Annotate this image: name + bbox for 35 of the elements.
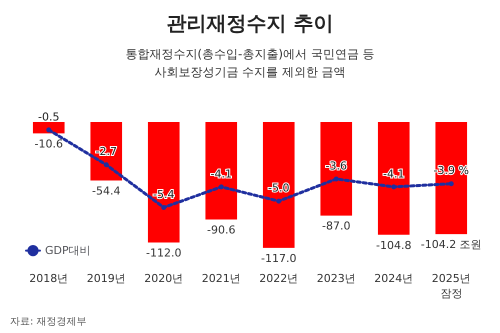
data-label: -104.8	[376, 238, 412, 252]
x-tick-label: 2018년	[29, 272, 68, 285]
point	[334, 176, 339, 182]
data-label: -117.0	[261, 252, 296, 265]
chart-subtitle: 통합재정수지(총수입-총지출)에서 국민연금 등 사회보장성기금 수지를 제외한 금액	[125, 47, 375, 79]
x-tick-label: 2019년	[86, 272, 126, 285]
data-label: -90.6	[207, 223, 236, 236]
point	[104, 162, 109, 168]
data-label: -2.7	[96, 145, 117, 158]
point	[218, 184, 224, 190]
x-tick-label: 2024년	[374, 272, 414, 285]
data-label: -10.6	[34, 137, 63, 150]
data-label: -54.4	[92, 184, 120, 198]
point	[276, 198, 282, 204]
data-label: -4.1	[210, 167, 232, 180]
data-label: -5.0	[268, 182, 290, 195]
data-label: -87.0	[322, 220, 350, 233]
data-label: -0.5	[38, 110, 60, 124]
point	[448, 181, 454, 186]
point	[46, 127, 52, 132]
x-tick-label: 2020년	[144, 272, 184, 285]
text: 자료: 재정경제부	[10, 316, 87, 328]
x-tick-label: 2022년	[259, 272, 298, 285]
x-tick-label: 2021년	[202, 272, 241, 285]
point	[161, 204, 166, 210]
legend-label: GDP대비	[45, 244, 91, 258]
data-label: -3.6	[326, 159, 347, 172]
data-label: -112.0	[146, 246, 182, 260]
chart-title: 관리재정수지 추이	[166, 11, 334, 35]
data-label: -5.4	[153, 188, 174, 201]
point	[391, 184, 396, 190]
x-tick-label: 2025년 잠정	[432, 272, 471, 300]
data-label: -104.2 조원	[420, 238, 482, 252]
data-label: -4.1	[383, 167, 404, 180]
x-tick-label: 2023년	[316, 272, 356, 285]
